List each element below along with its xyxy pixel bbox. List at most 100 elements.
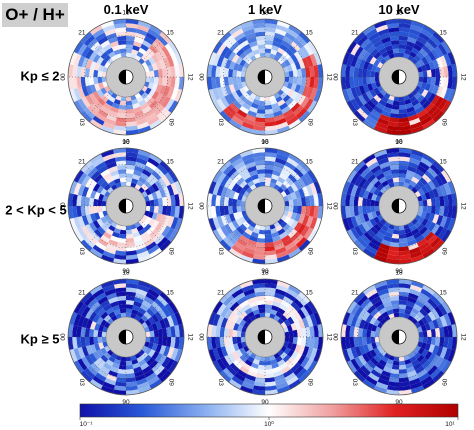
heatmap-cell [443, 194, 449, 206]
heatmap-cell [356, 294, 369, 307]
heatmap-cell [89, 337, 95, 346]
heatmap-cell [367, 212, 374, 221]
heatmap-cell [265, 100, 272, 106]
heatmap-cell [77, 98, 88, 111]
heatmap-cell [368, 241, 380, 251]
heatmap-cell [96, 316, 104, 325]
heatmap-cell [361, 180, 371, 190]
heatmap-cell [106, 32, 117, 40]
heatmap-cell [156, 163, 169, 176]
heatmap-cell [109, 41, 119, 48]
mlt-label: 03 [351, 379, 358, 387]
heatmap-cell [100, 365, 110, 375]
heatmap-cell [410, 121, 423, 130]
heatmap-cell [147, 193, 154, 201]
heatmap-cell [451, 324, 457, 337]
heatmap-cell [212, 348, 221, 361]
heatmap-cell [353, 239, 366, 252]
heatmap-cell [89, 68, 95, 77]
heatmap-cell [252, 178, 260, 185]
heatmap-cell [399, 40, 408, 46]
heatmap-cell [108, 239, 118, 247]
heatmap-cell [100, 94, 109, 103]
heatmap-cell [272, 366, 282, 373]
heatmap-cell [399, 173, 407, 179]
heatmap-cell [451, 193, 457, 206]
heatmap-cell [240, 206, 246, 212]
heatmap-cell [155, 213, 162, 223]
heatmap-cell [83, 236, 96, 249]
heatmap-cell [288, 70, 294, 77]
heatmap-cell [170, 313, 179, 326]
heatmap-cell [388, 117, 399, 123]
heatmap-cell [126, 31, 137, 37]
heatmap-cell [406, 41, 416, 48]
heatmap-cell [143, 296, 155, 305]
heatmap-cell [148, 218, 156, 227]
heatmap-cell [107, 58, 114, 65]
heatmap-cell [94, 83, 101, 92]
heatmap-cell [399, 279, 412, 285]
heatmap-cell [81, 186, 89, 197]
heatmap-cell [276, 284, 289, 293]
heatmap-cell [265, 225, 271, 231]
heatmap-cell [363, 102, 374, 113]
heatmap-cell [388, 182, 395, 188]
heatmap-cell [252, 98, 260, 105]
heatmap-cell [239, 365, 249, 375]
heatmap-cell [413, 43, 422, 52]
heatmap-cell [298, 188, 306, 198]
heatmap-cell [365, 157, 378, 168]
heatmap-cell [228, 328, 234, 337]
heatmap-cell [393, 52, 399, 58]
heatmap-cell [410, 381, 423, 390]
heatmap-cell [143, 354, 152, 363]
heatmap-cell [236, 308, 245, 317]
mlt-label: 09 [441, 248, 448, 256]
heatmap-cell [305, 326, 311, 337]
heatmap-cell [356, 107, 369, 120]
heatmap-cell [156, 236, 169, 249]
heatmap-cell [73, 300, 84, 314]
panel-outline [67, 147, 185, 265]
heatmap-cell [409, 180, 417, 188]
heatmap-cell [381, 296, 391, 304]
heatmap-cell [427, 311, 437, 321]
heatmap-cell [350, 172, 361, 185]
heatmap-cell [250, 102, 259, 109]
heatmap-cell [220, 46, 230, 58]
heatmap-cell [92, 183, 101, 192]
mlt-label: 21 [78, 159, 86, 166]
heatmap-cell [158, 308, 167, 320]
heatmap-cell [350, 315, 359, 327]
heatmap-cell [239, 168, 249, 178]
heatmap-cell [134, 110, 144, 118]
heatmap-cell [429, 367, 442, 380]
heatmap-cell [229, 41, 240, 52]
heatmap-cell [132, 362, 141, 369]
heatmap-cell [111, 231, 120, 238]
heatmap-cell [100, 188, 108, 196]
mlt-label: 09 [441, 379, 448, 387]
heatmap-cell [265, 104, 273, 110]
heatmap-cell [126, 173, 134, 179]
heatmap-cell [357, 196, 364, 206]
heatmap-cell [269, 224, 276, 230]
heatmap-cell [97, 308, 106, 317]
heatmap-cell [220, 215, 228, 226]
heatmap-cell [271, 231, 280, 238]
heatmap-cell [72, 77, 78, 89]
heatmap-cell [439, 55, 448, 67]
heatmap-cell [406, 170, 416, 177]
heatmap-cell [432, 370, 445, 383]
heatmap-cell [283, 210, 289, 217]
heatmap-cell [282, 109, 294, 118]
heatmap-cell [375, 24, 388, 33]
heatmap-cell [350, 303, 361, 316]
heatmap-cell [373, 188, 381, 196]
heatmap-cell [363, 344, 370, 354]
heatmap-cell [369, 56, 377, 65]
heatmap-cell [100, 354, 109, 363]
mlt-label: 18 [261, 270, 269, 277]
heatmap-cell [233, 343, 240, 352]
